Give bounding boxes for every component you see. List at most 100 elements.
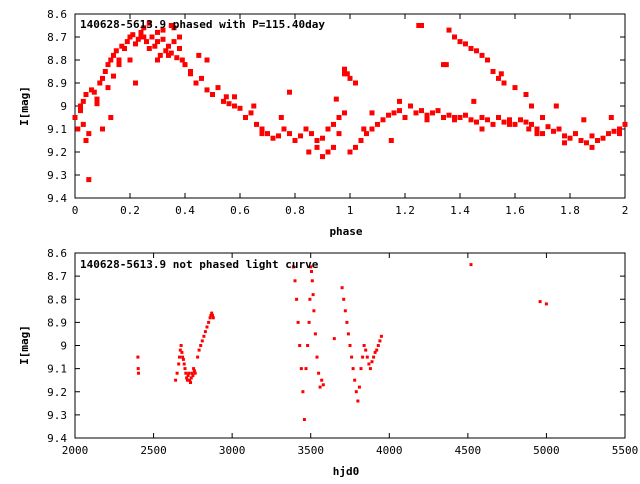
unphased-data-point	[351, 367, 355, 371]
phased-data-point	[166, 52, 171, 58]
unphased-data-point	[296, 320, 300, 324]
unphased-x-tick-label: 4000	[376, 444, 403, 457]
unphased-data-point	[304, 367, 308, 371]
phased-data-point	[501, 119, 507, 125]
unphased-data-point	[178, 355, 181, 359]
phased-data-point	[314, 144, 320, 150]
phased-data-point	[443, 62, 449, 68]
phased-data-point	[80, 121, 86, 127]
phased-data-point	[157, 52, 163, 58]
phased-data-point	[306, 149, 312, 155]
phased-data-point	[600, 135, 606, 141]
phased-y-tick-label: 8.9	[47, 77, 67, 90]
phased-data-point	[419, 23, 424, 28]
phased-data-point	[108, 57, 114, 63]
phased-x-tick-label: 1.4	[450, 204, 470, 217]
phased-data-point	[113, 48, 119, 54]
phased-data-point	[309, 131, 314, 137]
unphased-y-tick-label: 8.8	[47, 293, 67, 306]
phased-data-point	[347, 149, 353, 155]
unphased-data-point	[306, 344, 310, 347]
phased-data-point	[452, 115, 457, 120]
phased-data-point	[446, 112, 452, 118]
phased-data-point	[116, 62, 122, 68]
phased-data-point	[298, 133, 303, 139]
phased-data-point	[336, 131, 342, 137]
phased-data-point	[133, 41, 138, 47]
phased-data-point	[177, 34, 182, 40]
phased-data-point	[155, 29, 160, 35]
unphased-x-tick-label: 5500	[612, 444, 639, 457]
unphased-data-point	[321, 383, 325, 387]
phased-data-point	[490, 121, 496, 127]
phased-data-point	[163, 48, 169, 54]
phased-data-point	[86, 131, 92, 137]
unphased-data-point	[307, 320, 311, 324]
phased-data-point	[457, 39, 463, 45]
phased-data-point	[83, 138, 89, 143]
unphased-data-point	[362, 344, 366, 347]
unphased-data-point	[196, 355, 200, 359]
phased-light-curve-chart: 0 0.2 0.4 0.6 0.8 1 1.2 1.4 1.6 1.8 2 8.6 8.7 8.8 8.9 9…	[18, 8, 628, 238]
unphased-x-tick-label: 3500	[297, 444, 324, 457]
phased-data-point	[94, 101, 100, 107]
unphased-data-point	[340, 286, 344, 290]
unphased-data-point	[375, 348, 379, 352]
phased-data-point	[342, 66, 347, 72]
unphased-x-tick-label: 5000	[533, 444, 560, 457]
phased-y-tick-label: 9.3	[47, 169, 67, 182]
phased-data-point	[325, 126, 331, 132]
unphased-data-point	[199, 344, 203, 347]
phased-data-point	[331, 144, 336, 150]
phased-data-point	[320, 135, 325, 141]
phased-x-tick-label: 0.6	[230, 204, 250, 217]
phased-data-point	[512, 121, 518, 127]
unphased-chart-title: 140628-5613.9 not phased light curve	[80, 258, 319, 271]
phased-x-tick-label: 1.6	[505, 204, 525, 217]
phased-data-point	[441, 62, 446, 68]
unphased-data-point	[181, 357, 185, 361]
phased-x-tick-label: 0	[72, 204, 79, 217]
unphased-data-point	[179, 344, 183, 347]
phased-data-point	[223, 94, 229, 100]
phased-data-point	[232, 103, 237, 109]
phased-data-point	[523, 92, 529, 97]
phased-data-point	[556, 126, 562, 132]
unphased-data-point	[342, 297, 346, 301]
phased-data-point	[204, 57, 210, 63]
phased-data-point	[155, 39, 160, 45]
unphased-data-point	[190, 371, 194, 375]
unphased-data-point	[379, 334, 383, 338]
phased-data-point	[133, 80, 138, 86]
phased-data-point	[435, 108, 441, 114]
phased-data-point	[595, 138, 600, 143]
phased-data-point	[471, 98, 477, 104]
unphased-data-point	[378, 339, 382, 343]
phased-y-tick-label: 8.7	[47, 31, 67, 44]
unphased-data-point	[192, 367, 196, 371]
unphased-y-tick-label: 8.7	[47, 270, 67, 283]
unphased-data-point	[188, 378, 192, 382]
unphased-data-point	[202, 334, 206, 338]
unphased-y-tick-label: 9.1	[47, 363, 67, 376]
phased-data-point	[91, 89, 97, 95]
unphased-data-point	[350, 355, 354, 359]
unphased-y-tick-label: 8.9	[47, 316, 67, 329]
phased-data-point	[97, 80, 103, 86]
phased-x-tick-label: 1.2	[395, 204, 415, 217]
phased-data-point	[287, 131, 292, 137]
unphased-data-point	[370, 360, 374, 364]
unphased-data-point	[299, 367, 303, 371]
unphased-data-point	[185, 378, 189, 382]
unphased-data-point	[367, 362, 371, 366]
phased-data-point	[342, 110, 347, 116]
phased-data-point	[259, 131, 265, 137]
unphased-data-point	[189, 381, 192, 384]
phased-data-point	[215, 85, 221, 91]
phased-data-point	[622, 121, 628, 127]
unphased-y-tick-label: 9.4	[47, 432, 67, 445]
phased-data-point	[144, 39, 149, 45]
unphased-data-point	[368, 367, 372, 371]
phased-data-point	[221, 98, 226, 104]
phased-data-point	[581, 117, 587, 123]
